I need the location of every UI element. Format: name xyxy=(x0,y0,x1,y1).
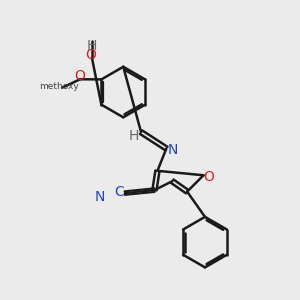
Text: O: O xyxy=(85,48,96,62)
Text: O: O xyxy=(75,69,86,83)
Text: C: C xyxy=(115,185,124,199)
Text: H: H xyxy=(128,129,139,143)
Text: N: N xyxy=(168,143,178,157)
Text: O: O xyxy=(203,170,214,184)
Text: methoxy: methoxy xyxy=(40,82,79,91)
Text: N: N xyxy=(94,190,105,204)
Text: H: H xyxy=(87,39,97,53)
